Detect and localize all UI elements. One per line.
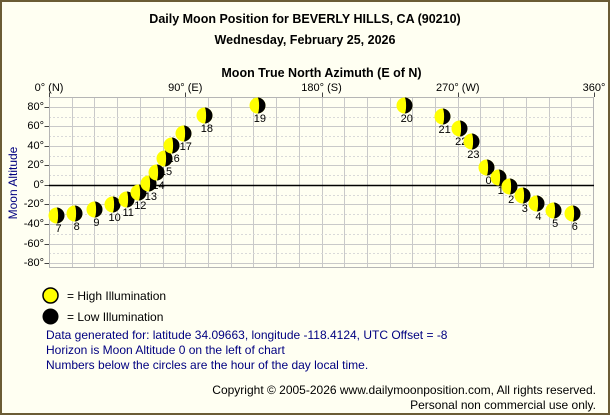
plot-border — [49, 97, 594, 268]
info-horizon-note: Horizon is Moon Altitude 0 on the left o… — [46, 343, 285, 357]
moon-hour-label-12: 12 — [134, 200, 147, 213]
y-axis-tick-label: 0° — [33, 178, 44, 191]
moon-point-hour-7 — [48, 207, 65, 224]
high-illumination-moon-icon — [42, 287, 59, 304]
moon-point-hour-17 — [175, 125, 192, 142]
moon-point-hour-14 — [148, 164, 165, 181]
x-axis-tick-label: 0° (N) — [34, 82, 64, 94]
moon-point-hour-4 — [528, 195, 545, 212]
legend-low-label: = Low Illumination — [67, 309, 164, 324]
moon-hour-label-0: 0 — [485, 174, 492, 187]
moon-hour-label-20: 20 — [400, 113, 413, 126]
moon-hour-label-9: 9 — [93, 216, 100, 229]
page-title: Daily Moon Position for BEVERLY HILLS, C… — [149, 12, 461, 26]
moon-hour-label-6: 6 — [571, 220, 578, 233]
moon-hour-label-1: 1 — [497, 184, 504, 197]
moon-point-hour-2 — [501, 178, 518, 195]
moon-hour-label-8: 8 — [73, 220, 80, 233]
moon-point-hour-18 — [196, 107, 213, 124]
x-axis-tick-label: 270° (W) — [435, 82, 480, 94]
legend-high-illumination: = High Illumination — [42, 287, 166, 304]
y-axis-tick-label: 80° — [27, 100, 44, 113]
moon-hour-label-19: 19 — [253, 113, 267, 126]
moon-point-hour-15 — [156, 150, 173, 167]
moon-hour-label-10: 10 — [108, 211, 121, 224]
low-illumination-moon-icon — [42, 308, 59, 325]
moon-point-hour-10 — [104, 196, 121, 213]
moon-point-hour-19 — [249, 97, 266, 114]
moon-point-hour-5 — [545, 202, 562, 219]
y-axis-tick-label: -40° — [23, 218, 44, 231]
usage-text: Personal non commercial use only. — [410, 398, 596, 412]
moon-point-hour-20 — [396, 97, 413, 114]
y-axis-tick-label: -20° — [23, 198, 44, 211]
y-axis-tick-label: 40° — [27, 139, 44, 152]
copyright-text: Copyright © 2005-2026 www.dailymoonposit… — [212, 383, 596, 397]
moon-hour-label-23: 23 — [467, 149, 480, 162]
y-axis-tick-label: 20° — [27, 159, 44, 172]
y-axis-tick-label: -60° — [23, 237, 44, 250]
moon-point-hour-3 — [514, 187, 531, 204]
moon-point-hour-8 — [66, 205, 83, 222]
moon-point-hour-22 — [451, 120, 468, 137]
moon-hour-label-16: 16 — [167, 153, 180, 166]
moon-hour-label-21: 21 — [438, 124, 451, 137]
moon-hour-label-3: 3 — [521, 203, 528, 216]
moon-hour-label-2: 2 — [508, 194, 515, 207]
moon-hour-label-4: 4 — [535, 211, 542, 223]
y-axis-tick-label: -80° — [23, 257, 44, 270]
moon-point-hour-16 — [163, 137, 180, 154]
moon-point-hour-6 — [564, 205, 581, 222]
moon-hour-label-11: 11 — [122, 207, 134, 220]
moon-point-hour-0 — [478, 159, 495, 176]
y-axis-tick-label: 60° — [27, 120, 44, 133]
x-axis-tick-label: 360° — [582, 82, 606, 94]
moon-hour-label-18: 18 — [200, 123, 214, 136]
moon-point-hour-23 — [463, 133, 480, 150]
page-date-subtitle: Wednesday, February 25, 2026 — [214, 33, 396, 47]
moon-hour-label-15: 15 — [159, 166, 173, 179]
chart-title: Moon True North Azimuth (E of N) — [221, 66, 422, 80]
x-axis-tick-label: 180° (S) — [301, 82, 342, 94]
info-hour-note: Numbers below the circles are the hour o… — [46, 358, 369, 372]
moon-point-hour-21 — [434, 108, 451, 125]
legend-high-label: = High Illumination — [67, 288, 167, 303]
moon-hour-label-13: 13 — [144, 191, 158, 204]
legend-low-illumination: = Low Illumination — [42, 308, 163, 325]
info-data-generated: Data generated for: latitude 34.09663, l… — [46, 328, 448, 342]
x-axis-tick-label: 90° (E) — [168, 82, 203, 94]
moon-hour-label-7: 7 — [55, 222, 62, 235]
moon-point-hour-9 — [86, 201, 103, 218]
moon-hour-label-14: 14 — [152, 179, 165, 192]
moon-hour-label-17: 17 — [179, 140, 192, 153]
moon-hour-label-5: 5 — [552, 217, 559, 230]
